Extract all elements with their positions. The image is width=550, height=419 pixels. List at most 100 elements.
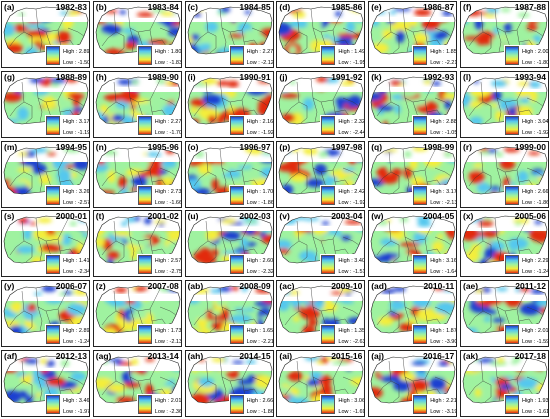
anomaly-blob	[517, 377, 538, 389]
anomaly-blob	[16, 246, 36, 254]
anomaly-blob	[314, 163, 328, 176]
country-border	[37, 27, 43, 53]
country-border	[526, 307, 544, 316]
country-border	[251, 167, 268, 176]
anomaly-field	[4, 7, 88, 54]
legend-high-prefix: High :	[246, 258, 261, 265]
country-border	[435, 97, 452, 106]
country-border	[117, 315, 124, 333]
anomaly-blob	[533, 35, 542, 43]
anomaly-blob	[417, 221, 432, 228]
anomaly-blob	[304, 300, 313, 306]
anomaly-blob	[147, 162, 161, 177]
colorbar	[137, 255, 152, 275]
legend-low-value: -1.24	[77, 339, 90, 346]
legend-high-value: 1.70	[262, 188, 274, 195]
country-border	[496, 237, 502, 262]
anomaly-blob	[389, 300, 406, 311]
panel-years: 2004-05	[422, 211, 455, 222]
panel-years: 1992-93	[422, 71, 455, 82]
country-border	[151, 179, 166, 186]
colorbar	[321, 185, 336, 205]
anomaly-blob	[422, 244, 432, 251]
country-border	[285, 241, 300, 256]
region-outline	[3, 6, 89, 55]
legend-high-value: 2.88	[446, 118, 457, 125]
country-border	[9, 380, 25, 396]
anomaly-blob	[133, 216, 140, 222]
legend-low-prefix: Low :	[154, 199, 168, 206]
anomaly-blob	[280, 92, 300, 98]
anomaly-blob	[337, 32, 354, 37]
legend-low: Low : -1.83	[155, 60, 181, 66]
legend-high-value: 3.17	[446, 188, 457, 195]
anomaly-map	[95, 6, 181, 67]
anomaly-blob	[491, 103, 500, 108]
country-border	[377, 380, 392, 396]
anomaly-blob	[119, 361, 134, 366]
anomaly-blob	[17, 167, 33, 172]
legend-high-prefix: High :	[246, 398, 261, 404]
country-border	[427, 109, 442, 116]
anomaly-blob	[207, 114, 216, 124]
anomaly-blob	[479, 230, 499, 238]
country-border	[496, 27, 502, 53]
country-border	[151, 249, 166, 256]
country-border	[25, 175, 33, 193]
region-outline	[3, 216, 89, 264]
anomaly-blob	[307, 378, 322, 387]
legend-high-prefix: High :	[338, 188, 353, 195]
anomaly-map	[95, 216, 181, 277]
legend-high-value: 2.29	[537, 258, 549, 265]
region-outline	[187, 216, 272, 264]
legend-low-prefix: Low :	[154, 129, 168, 136]
anomaly-blob	[68, 33, 84, 44]
legend-high: High : 1.49	[338, 49, 364, 55]
region-outline	[187, 76, 272, 125]
country-border	[151, 318, 166, 326]
anomaly-blob	[196, 107, 217, 117]
legend-low-value: -2.34	[77, 269, 90, 276]
map-panel: (ae) 2011-12 High : 2.01 Low : -1.59	[460, 280, 549, 348]
legend-low: Low : -2.57	[63, 200, 89, 206]
legend-high-prefix: High :	[246, 328, 261, 335]
legend-high-value: 1.80	[170, 49, 182, 55]
map-panel: (ai) 2015-16 High : 3.06 Low : -1.69	[276, 350, 366, 417]
legend-high-prefix: High :	[154, 188, 170, 195]
region-outline	[279, 216, 364, 264]
anomaly-blob	[399, 217, 409, 223]
anomaly-blob	[17, 151, 30, 156]
anomaly-blob	[509, 387, 518, 393]
region-outline	[279, 285, 364, 334]
country-border	[404, 376, 410, 402]
country-border	[209, 36, 216, 54]
legend-low-prefix: Low :	[338, 60, 352, 66]
panel-letter: (f)	[463, 2, 472, 12]
anomaly-blob	[24, 23, 47, 29]
country-border	[335, 388, 350, 396]
country-border	[404, 307, 410, 332]
legend-high: High : 3.17	[430, 188, 457, 195]
country-border	[9, 101, 25, 116]
legend-high-value: 3.40	[354, 258, 366, 265]
legend-high-value: 3.06	[354, 398, 366, 404]
legend-high: High : 2.66	[522, 189, 548, 195]
legend-high: High : 3.06	[338, 398, 366, 404]
panel-years: 1985-86	[331, 2, 363, 12]
country-border	[221, 167, 226, 192]
anomaly-blob	[123, 308, 135, 323]
colorbar	[505, 325, 519, 345]
anomaly-blob	[8, 325, 23, 334]
country-border	[393, 245, 400, 263]
legend-high-value: 2.01	[170, 398, 182, 404]
legend-low: Low : -2.13	[430, 200, 456, 206]
anomaly-blob	[122, 382, 141, 388]
map-panel: (ak) 2017-18 High : 1.93 Low : -1.61	[460, 350, 549, 417]
legend-high: High : 2.00	[522, 49, 548, 55]
legend-low-prefix: Low :	[522, 199, 536, 206]
country-border	[526, 97, 544, 106]
legend-high-value: 2.89	[78, 328, 90, 335]
region-outline	[3, 146, 89, 194]
anomaly-blob	[463, 92, 471, 107]
panel-years: 2013-14	[147, 351, 179, 361]
